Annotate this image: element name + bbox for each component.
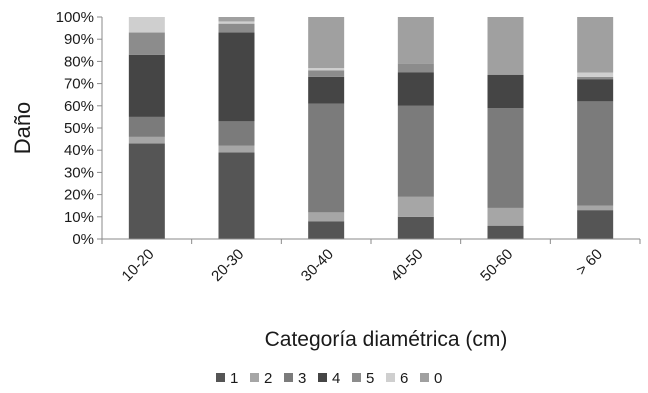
legend-label-0: 0 [434,370,442,387]
legend-swatch-0 [420,373,429,382]
bar-segment-3 [397,105,434,197]
bar-segment-3 [308,103,345,213]
bar-segment-3 [577,101,614,206]
legend-swatch-1 [216,373,225,382]
y-tick-label: 70% [64,76,94,93]
bar-segment-5 [308,70,345,77]
y-tick-label: 90% [64,31,94,48]
bars [128,17,614,239]
legend-label-6: 6 [400,370,408,387]
bar-segment-5 [128,32,165,55]
bar-segment-4 [218,32,255,122]
x-tick-label: 30-40 [298,246,337,285]
legend: 1 2 3 4 5 6 0 [216,370,442,387]
bar-segment-0 [487,17,524,75]
bar-segment-2 [577,205,614,211]
bar-segment-5 [397,63,434,73]
bar-segment-3 [487,108,524,208]
y-tick-label: 60% [64,98,94,115]
y-tick-label: 40% [64,142,94,159]
x-tick-label: > 60 [573,246,606,279]
bar-segment-4 [308,76,345,104]
y-tick-label: 100% [56,9,94,26]
legend-swatch-5 [352,373,361,382]
x-axis-ticks: 10-20 20-30 30-40 40-50 50-60 > 60 [101,239,641,285]
y-tick-label: 0% [72,231,94,248]
bar-segment-2 [487,207,524,226]
legend-label-4: 4 [332,370,340,387]
bar-segment-1 [487,225,524,239]
x-tick-label: 40-50 [388,246,427,285]
bar-segment-6 [218,21,255,24]
x-tick-label: 10-20 [119,246,158,285]
bar-segment-1 [128,143,165,239]
bar-segment-6 [128,17,165,33]
bar-segment-2 [308,212,345,222]
bar-segment-5 [218,23,255,33]
legend-swatch-6 [386,373,395,382]
bar-segment-4 [577,79,614,102]
y-axis-ticks: 0% 10% 20% 30% 40% 50% 60% 70% 80% 90% 100% [56,9,102,248]
legend-label-5: 5 [366,370,374,387]
bar-segment-0 [308,17,345,69]
y-tick-label: 80% [64,53,94,70]
bar-segment-5 [577,76,614,80]
bar-segment-4 [487,74,524,109]
bar-segment-6 [577,72,614,77]
bar-segment-1 [577,210,614,239]
legend-label-1: 1 [230,370,238,387]
bar-segment-1 [218,152,255,239]
legend-label-2: 2 [264,370,272,387]
legend-swatch-4 [318,373,327,382]
bar-segment-4 [397,72,434,106]
y-tick-label: 30% [64,164,94,181]
bar-segment-4 [128,54,165,117]
legend-swatch-2 [250,373,259,382]
bar-segment-1 [397,216,434,239]
legend-label-3: 3 [298,370,306,387]
x-tick-label: 50-60 [477,246,516,285]
y-tick-label: 10% [64,209,94,226]
bar-segment-3 [218,121,255,146]
bar-segment-2 [218,145,255,153]
bar-segment-3 [128,116,165,137]
y-tick-label: 50% [64,120,94,137]
bar-segment-2 [397,196,434,217]
x-tick-label: 20-30 [208,246,247,285]
bar-segment-1 [308,221,345,239]
bar-segment-6 [308,68,345,71]
y-tick-label: 20% [64,187,94,204]
bar-segment-0 [397,17,434,64]
bar-segment-0 [218,17,255,22]
y-axis-title: Daño [10,102,35,155]
bar-segment-0 [577,17,614,73]
legend-swatch-3 [284,373,293,382]
bar-segment-2 [128,136,165,144]
x-axis-title: Categoría diamétrica (cm) [265,328,508,351]
